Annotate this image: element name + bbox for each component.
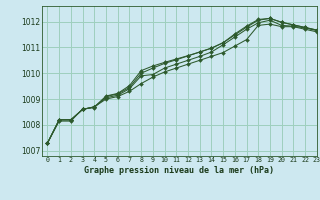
X-axis label: Graphe pression niveau de la mer (hPa): Graphe pression niveau de la mer (hPa): [84, 166, 274, 175]
